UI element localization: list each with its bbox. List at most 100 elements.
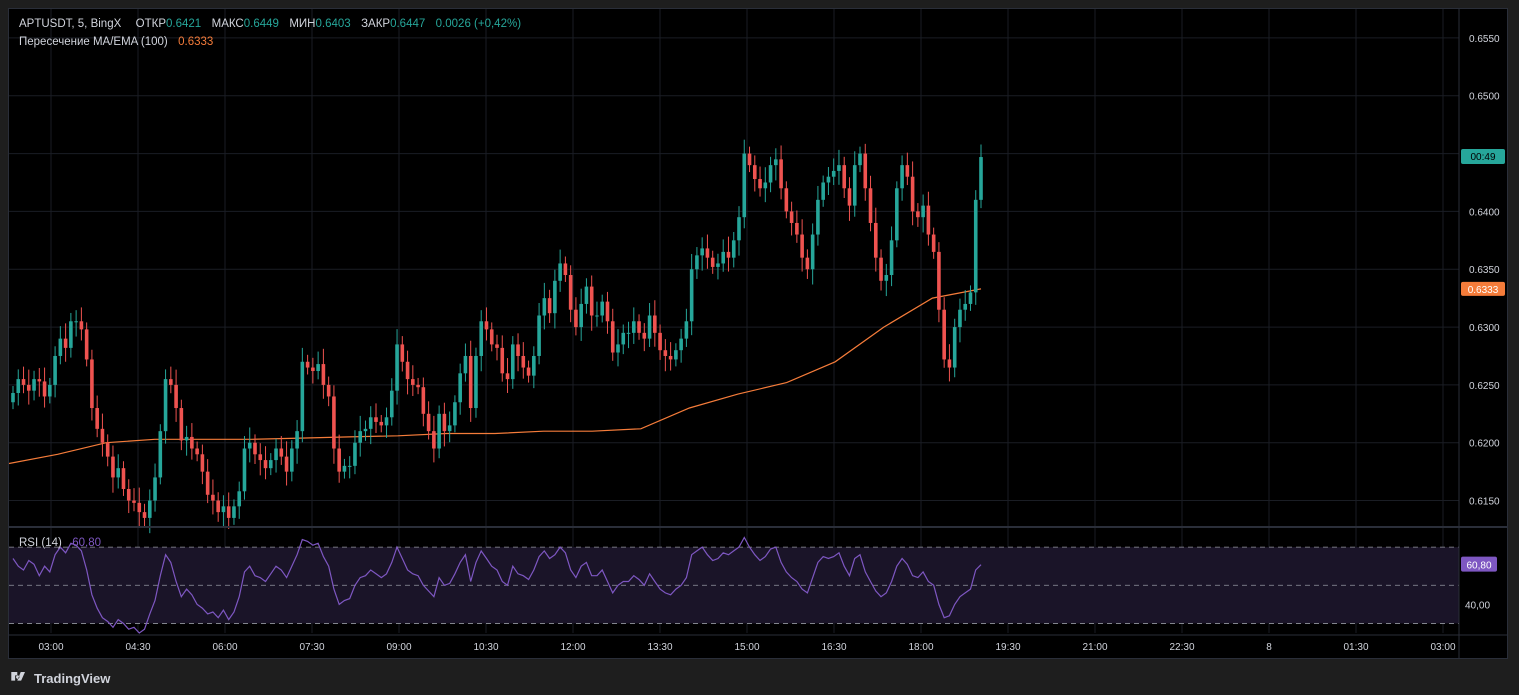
candle-down — [374, 417, 378, 422]
candle-up — [69, 321, 73, 348]
candle-down — [111, 456, 115, 478]
candle-up — [247, 442, 252, 449]
candle-up — [900, 165, 904, 189]
candle-down — [263, 460, 268, 469]
candle-down — [726, 251, 731, 258]
candle-up — [479, 321, 484, 356]
footer: TradingView — [10, 668, 110, 688]
candle-down — [789, 211, 794, 223]
time-axis-label: 01:30 — [1343, 642, 1368, 653]
candle-down — [505, 373, 510, 380]
candle-up — [700, 248, 704, 256]
open-label: ОТКР — [135, 18, 167, 30]
candle-down — [863, 153, 868, 189]
candle-up — [58, 338, 63, 356]
candle-down — [710, 257, 715, 267]
chart-canvas[interactable]: 0.65500.65000.64500.64000.63500.63000.62… — [9, 9, 1507, 658]
candle-up — [342, 465, 347, 472]
candle-up — [184, 436, 189, 441]
candle-up — [968, 292, 973, 304]
time-axis-label: 10:30 — [473, 642, 498, 653]
candle-up — [353, 442, 357, 466]
candle-up — [274, 448, 278, 461]
candle-down — [95, 408, 99, 429]
rsi-legend[interactable]: RSI (14) 60,80 — [19, 537, 101, 549]
candle-down — [605, 301, 610, 322]
candle-up — [674, 350, 678, 360]
candle-up — [221, 506, 226, 513]
candle-up — [889, 240, 894, 276]
candle-down — [226, 506, 231, 518]
candle-up — [384, 417, 389, 426]
candle-up — [810, 234, 815, 270]
brand-name[interactable]: TradingView — [34, 670, 111, 686]
candle-down — [468, 355, 473, 409]
candle-down — [668, 355, 673, 360]
price-axis-label: 0.6200 — [1469, 439, 1500, 450]
candle-up — [553, 280, 557, 314]
candle-up — [447, 425, 452, 432]
candle-down — [411, 379, 415, 385]
rsi-line — [12, 536, 982, 634]
time-axis-label: 03:00 — [38, 642, 63, 653]
candle-up — [16, 379, 21, 393]
candle-down — [610, 321, 615, 353]
candle-up — [579, 303, 583, 328]
time-axis-label: 16:30 — [821, 642, 846, 653]
candle-down — [500, 347, 505, 374]
candle-down — [663, 350, 668, 356]
candle-down — [642, 332, 647, 339]
axes: 0.65500.65000.64500.64000.63500.63000.62… — [9, 9, 1507, 658]
candle-down — [63, 338, 68, 348]
candle-down — [916, 211, 920, 218]
grid-lines — [9, 9, 1459, 633]
rsi-value-badge — [1461, 556, 1497, 572]
chart-frame[interactable]: 0.65500.65000.64500.64000.63500.63000.62… — [8, 8, 1508, 659]
candle-down — [211, 494, 215, 501]
candle-up — [958, 309, 962, 328]
candle-down — [495, 344, 499, 348]
candle-up — [742, 153, 747, 218]
candle-up — [163, 379, 168, 432]
rsi-label[interactable]: RSI (14) — [19, 537, 62, 549]
candle-up — [952, 327, 957, 368]
candle-up — [679, 338, 683, 351]
candle-up — [474, 355, 478, 409]
time-axis-label: 13:30 — [647, 642, 672, 653]
indicator-label[interactable]: Пересечение MA/EMA (100) — [19, 36, 168, 48]
candle-down — [947, 359, 952, 368]
candle-up — [532, 355, 536, 376]
candle-up — [290, 448, 294, 472]
candle-up — [647, 315, 652, 339]
tradingview-logo-icon[interactable] — [10, 672, 28, 684]
time-axis-label: 19:30 — [995, 642, 1020, 653]
candle-up — [242, 448, 247, 492]
candle-up — [32, 379, 36, 391]
symbol-name[interactable]: APTUSDT, 5, BingX — [19, 18, 122, 30]
candle-up — [268, 460, 273, 469]
high-value: 0.6449 — [243, 18, 279, 30]
ma-price-badge-text: 0.6333 — [1468, 285, 1499, 296]
candle-up — [74, 321, 78, 323]
candle-up — [48, 384, 52, 397]
candle-down — [421, 387, 426, 414]
candle-up — [395, 344, 399, 391]
candle-down — [547, 298, 552, 314]
open-value: 0.6421 — [166, 18, 202, 30]
candle-down — [400, 344, 405, 362]
candle-down — [589, 286, 594, 316]
price-axis-label: 0.6250 — [1469, 381, 1500, 392]
candle-up — [837, 165, 841, 171]
candle-down — [937, 251, 941, 310]
candle-down — [332, 396, 336, 449]
candle-down — [84, 329, 89, 360]
indicator-legend[interactable]: Пересечение MA/EMA (100) 0.6333 — [19, 36, 213, 48]
symbol-legend[interactable]: APTUSDT, 5, BingX ОТКР0.6421 МАКС0.6449 … — [19, 18, 521, 30]
candle-down — [379, 421, 384, 426]
time-axis-label: 04:30 — [125, 642, 150, 653]
candle-up — [368, 417, 373, 429]
candle-down — [526, 367, 531, 376]
candle-down — [79, 321, 84, 330]
candle-down — [574, 309, 578, 328]
candle-down — [179, 408, 184, 441]
